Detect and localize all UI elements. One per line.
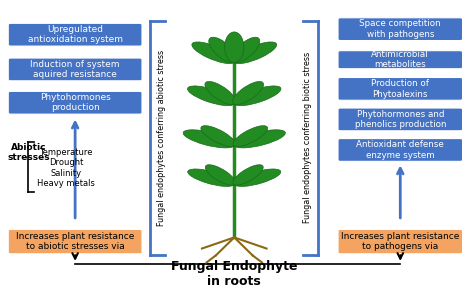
Ellipse shape xyxy=(225,32,244,62)
FancyBboxPatch shape xyxy=(8,58,142,81)
Ellipse shape xyxy=(205,165,236,185)
Text: Abiotic
stresses: Abiotic stresses xyxy=(8,143,50,162)
FancyBboxPatch shape xyxy=(8,23,142,46)
Ellipse shape xyxy=(192,42,235,64)
Text: Induction of system
aquired resistance: Induction of system aquired resistance xyxy=(30,60,120,79)
FancyBboxPatch shape xyxy=(338,18,463,41)
FancyBboxPatch shape xyxy=(338,51,463,69)
Ellipse shape xyxy=(209,37,237,63)
Ellipse shape xyxy=(233,126,268,146)
FancyBboxPatch shape xyxy=(338,108,463,131)
FancyBboxPatch shape xyxy=(338,229,463,254)
Text: Antimicrobial
metabolites: Antimicrobial metabolites xyxy=(372,50,429,69)
FancyBboxPatch shape xyxy=(338,139,463,161)
Ellipse shape xyxy=(233,165,263,185)
Ellipse shape xyxy=(188,86,235,106)
Ellipse shape xyxy=(232,37,260,63)
Ellipse shape xyxy=(188,169,235,186)
Ellipse shape xyxy=(234,169,281,186)
Text: Phytohormones and
phenolics production: Phytohormones and phenolics production xyxy=(355,110,446,129)
FancyBboxPatch shape xyxy=(8,229,142,254)
Ellipse shape xyxy=(201,126,236,146)
Text: Fungal endophytes conferring biotic stress: Fungal endophytes conferring biotic stre… xyxy=(302,52,311,223)
FancyBboxPatch shape xyxy=(8,91,142,114)
Text: Production of
Phytoalexins: Production of Phytoalexins xyxy=(371,79,429,99)
Ellipse shape xyxy=(234,130,285,148)
Ellipse shape xyxy=(205,81,236,105)
Text: Fungal endophytes conferring abiotic stress: Fungal endophytes conferring abiotic str… xyxy=(157,49,166,226)
Text: Space competition
with pathogens: Space competition with pathogens xyxy=(359,19,441,39)
Ellipse shape xyxy=(233,81,264,105)
Text: Upregulated
antioxidation system: Upregulated antioxidation system xyxy=(27,25,123,44)
Ellipse shape xyxy=(233,42,277,64)
Text: Increases plant resistance
to pathogens via: Increases plant resistance to pathogens … xyxy=(341,232,459,251)
Ellipse shape xyxy=(234,86,281,106)
Text: Antioxidant defense
enzyme system: Antioxidant defense enzyme system xyxy=(356,140,444,160)
Text: Phytohormones
production: Phytohormones production xyxy=(40,93,110,113)
Text: Increases plant resistance
to abiotic stresses via: Increases plant resistance to abiotic st… xyxy=(16,232,134,251)
Text: Fungal Endophyte
in roots: Fungal Endophyte in roots xyxy=(171,260,298,287)
FancyBboxPatch shape xyxy=(338,77,463,100)
Text: Temperature
Drought
Salinity
Heavy metals: Temperature Drought Salinity Heavy metal… xyxy=(37,148,95,188)
Ellipse shape xyxy=(183,130,235,148)
